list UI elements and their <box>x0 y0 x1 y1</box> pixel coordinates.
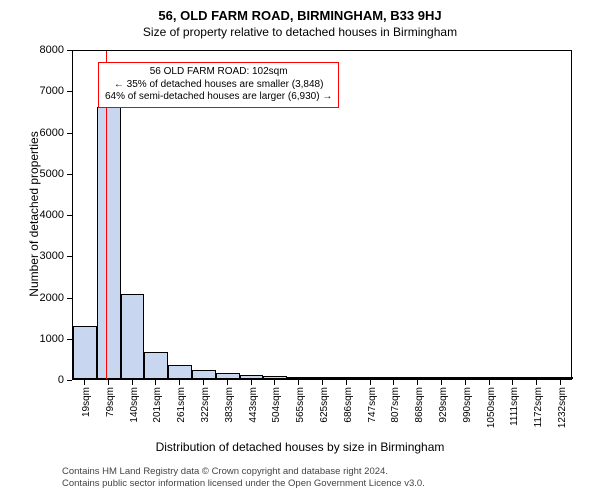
ytick-label: 8000 <box>28 44 64 56</box>
chart-container: 56, OLD FARM ROAD, BIRMINGHAM, B33 9HJ S… <box>0 0 600 500</box>
histogram-bar <box>549 377 573 379</box>
x-axis-label: Distribution of detached houses by size … <box>0 440 600 454</box>
xtick-line <box>274 380 275 385</box>
ytick-line <box>67 339 72 340</box>
histogram-bar <box>478 377 502 379</box>
ytick-label: 4000 <box>28 209 64 221</box>
xtick-label: 19sqm <box>81 387 92 417</box>
ytick-line <box>67 256 72 257</box>
xtick-line <box>84 380 85 385</box>
xtick-line <box>560 380 561 385</box>
xtick-label: 990sqm <box>462 387 473 423</box>
ytick-label: 5000 <box>28 168 64 180</box>
histogram-bar <box>383 377 407 379</box>
xtick-label: 868sqm <box>414 387 425 423</box>
annotation-line-0: 56 OLD FARM ROAD: 102sqm <box>105 66 332 79</box>
chart-title-sub: Size of property relative to detached ho… <box>0 23 600 39</box>
xtick-label: 625sqm <box>319 387 330 423</box>
xtick-line <box>203 380 204 385</box>
ytick-label: 7000 <box>28 85 64 97</box>
ytick-line <box>67 91 72 92</box>
histogram-bar <box>240 375 264 379</box>
xtick-label: 443sqm <box>248 387 259 423</box>
xtick-label: 79sqm <box>105 387 116 417</box>
xtick-line <box>512 380 513 385</box>
xtick-label: 1172sqm <box>533 387 544 427</box>
xtick-line <box>155 380 156 385</box>
xtick-line <box>251 380 252 385</box>
xtick-line <box>465 380 466 385</box>
ytick-label: 0 <box>28 374 64 386</box>
xtick-label: 1111sqm <box>509 387 520 426</box>
ytick-line <box>67 50 72 51</box>
histogram-bar <box>311 377 335 379</box>
histogram-bar <box>502 377 526 379</box>
ytick-line <box>67 133 72 134</box>
xtick-line <box>108 380 109 385</box>
xtick-label: 140sqm <box>129 387 140 423</box>
ytick-label: 1000 <box>28 333 64 345</box>
histogram-bar <box>430 377 454 379</box>
chart-title-main: 56, OLD FARM ROAD, BIRMINGHAM, B33 9HJ <box>0 0 600 23</box>
xtick-label: 686sqm <box>343 387 354 423</box>
annotation-line-1: ← 35% of detached houses are smaller (3,… <box>105 79 332 92</box>
annotation-box: 56 OLD FARM ROAD: 102sqm ← 35% of detach… <box>98 62 339 108</box>
xtick-line <box>298 380 299 385</box>
ytick-label: 6000 <box>28 127 64 139</box>
xtick-label: 929sqm <box>438 387 449 423</box>
histogram-bar <box>216 373 240 379</box>
xtick-label: 261sqm <box>176 387 187 423</box>
footer-line-1: Contains public sector information licen… <box>62 478 425 490</box>
histogram-bar <box>287 377 311 379</box>
histogram-bar <box>263 376 287 379</box>
ytick-line <box>67 215 72 216</box>
histogram-bar <box>97 107 121 379</box>
xtick-label: 807sqm <box>390 387 401 423</box>
xtick-line <box>489 380 490 385</box>
xtick-line <box>393 380 394 385</box>
footer-line-0: Contains HM Land Registry data © Crown c… <box>62 466 425 478</box>
xtick-line <box>536 380 537 385</box>
ytick-line <box>67 174 72 175</box>
histogram-bar <box>192 370 216 379</box>
xtick-label: 322sqm <box>200 387 211 423</box>
histogram-bar <box>406 377 430 379</box>
xtick-label: 383sqm <box>224 387 235 423</box>
xtick-line <box>179 380 180 385</box>
histogram-bar <box>121 294 145 379</box>
ytick-line <box>67 380 72 381</box>
histogram-bar <box>525 377 549 379</box>
xtick-line <box>132 380 133 385</box>
histogram-bar <box>144 352 168 379</box>
histogram-bar <box>168 365 192 379</box>
histogram-bar <box>359 377 383 379</box>
xtick-line <box>227 380 228 385</box>
ytick-label: 2000 <box>28 292 64 304</box>
annotation-line-2: 64% of semi-detached houses are larger (… <box>105 91 332 104</box>
xtick-label: 565sqm <box>295 387 306 423</box>
histogram-bar <box>454 377 478 379</box>
ytick-label: 3000 <box>28 250 64 262</box>
xtick-label: 1232sqm <box>557 387 568 428</box>
xtick-label: 201sqm <box>152 387 163 423</box>
xtick-line <box>346 380 347 385</box>
xtick-line <box>441 380 442 385</box>
footer-attribution: Contains HM Land Registry data © Crown c… <box>62 466 425 491</box>
xtick-line <box>417 380 418 385</box>
xtick-label: 747sqm <box>367 387 378 423</box>
histogram-bar <box>73 326 97 379</box>
xtick-label: 504sqm <box>271 387 282 423</box>
histogram-bar <box>335 377 359 379</box>
xtick-label: 1050sqm <box>486 387 497 428</box>
ytick-line <box>67 298 72 299</box>
xtick-line <box>322 380 323 385</box>
xtick-line <box>370 380 371 385</box>
